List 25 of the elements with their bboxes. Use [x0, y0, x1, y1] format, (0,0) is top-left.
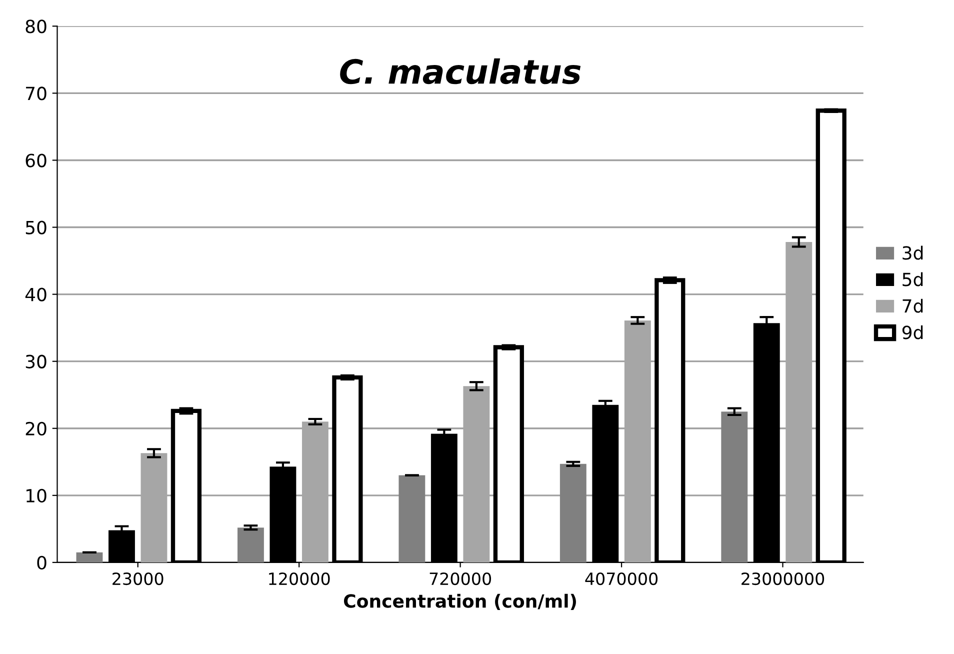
y-tick-label: 20 [26, 422, 46, 436]
legend-label: 7d [902, 298, 923, 313]
y-tick-label: 80 [26, 20, 46, 34]
y-tick-label: 30 [26, 354, 46, 368]
y-tick-label: 40 [25, 288, 46, 302]
x-tick-label: 23000 [112, 572, 164, 586]
bar [76, 552, 103, 562]
x-tick-label: 4070000 [585, 572, 658, 586]
y-tick-label: 60 [26, 154, 46, 168]
y-tick-label: 50 [26, 220, 46, 234]
text: C. maculatus [340, 58, 581, 84]
y-tick-label: 70 [26, 86, 46, 100]
bar [398, 475, 426, 562]
y-tick-label: 10 [26, 488, 46, 503]
legend-label: 9d [902, 325, 923, 340]
bar [721, 412, 748, 562]
bar [560, 464, 586, 562]
legend-label: 5d [902, 272, 923, 286]
bar [237, 528, 264, 562]
x-tick-label: 23000000 [742, 572, 824, 586]
y-tick-label: 0 [37, 556, 46, 570]
legend-label: 3d [902, 246, 923, 260]
x-tick-label: 120000 [269, 572, 330, 586]
x-tick-label: 720000 [430, 572, 492, 586]
x-axis-title: Concentration (con/ml) [344, 594, 576, 610]
